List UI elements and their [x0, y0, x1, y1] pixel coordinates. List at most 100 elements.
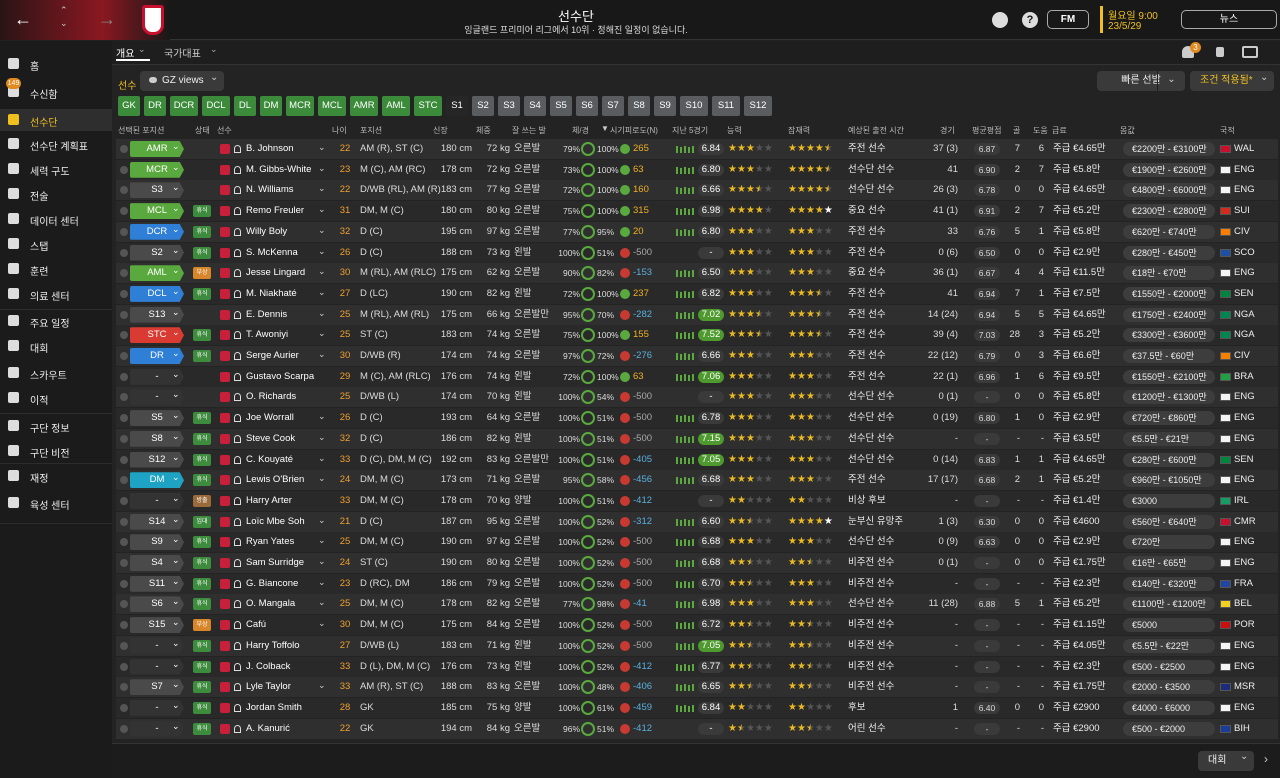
column-header[interactable]: 포지션: [360, 126, 383, 135]
position-filter[interactable]: AMR: [350, 96, 378, 116]
position-filter[interactable]: MCL: [318, 96, 346, 116]
column-header[interactable]: 신장: [433, 126, 448, 135]
forward-button[interactable]: →: [98, 9, 116, 29]
column-header[interactable]: 골: [1013, 126, 1021, 135]
nav-item[interactable]: 대회: [0, 335, 112, 357]
column-header[interactable]: 경기: [940, 126, 955, 135]
layout-icon[interactable]: [1242, 46, 1258, 58]
position-filter[interactable]: DCL: [202, 96, 230, 116]
player-row[interactable]: S4 ⌄ 휴식 Sam Surridge ⌄ 24 ST (C) 190 cm 80 kg 오른발…: [116, 553, 1278, 573]
position-filter[interactable]: S1: [446, 96, 468, 116]
nav-item[interactable]: 스카우트: [0, 362, 112, 384]
position-filter[interactable]: S6: [576, 96, 598, 116]
position-filter[interactable]: S8: [628, 96, 650, 116]
player-row[interactable]: - ⌄ 휴식 A. Kanurić 22 GK 194 cm 84 kg 오른발 96% 51% -4…: [116, 718, 1278, 739]
position-filter[interactable]: S5: [550, 96, 572, 116]
nav-item[interactable]: 훈련: [0, 258, 112, 280]
player-row[interactable]: DCL ⌄ 휴식 M. Niakhaté ⌄ 27 D (LC) 190 cm 82 kg 왼발 7…: [116, 283, 1278, 304]
position-filter[interactable]: S12: [744, 96, 772, 116]
player-row[interactable]: S12 ⌄ 휴식 C. Kouyaté ⌄ 33 D (C), DM, M (C) 192 c…: [116, 449, 1278, 470]
nav-item[interactable]: 의료 센터: [0, 283, 112, 305]
scroll-arrows[interactable]: ⌃ ⌄: [60, 5, 68, 28]
nav-item[interactable]: 데이터 센터: [0, 208, 112, 230]
position-filter[interactable]: S4: [524, 96, 546, 116]
nav-item[interactable]: 스탭: [0, 233, 112, 255]
player-row[interactable]: MCR ⌄ M. Gibbs-White ⌄ 23 M (C), AM (RC) 178 c…: [116, 159, 1278, 180]
player-row[interactable]: S14 ⌄ 임대 Loïc Mbe Soh ⌄ 21 D (C) 187 cm 95 kg 오른발…: [116, 511, 1278, 532]
column-header[interactable]: 급료: [1052, 126, 1067, 135]
position-filter[interactable]: STC: [414, 96, 442, 116]
position-filter[interactable]: AML: [382, 96, 410, 116]
player-row[interactable]: S11 ⌄ 휴식 G. Biancone ⌄ 23 D (RC), DM 186 cm 79 k…: [116, 573, 1278, 594]
player-row[interactable]: S2 ⌄ 휴식 S. McKenna ⌄ 26 D (C) 188 cm 73 kg 왼발 100%…: [116, 242, 1278, 263]
player-row[interactable]: MCL ⌄ 휴식 Remo Freuler ⌄ 31 DM, M (C) 180 cm 80 k…: [116, 201, 1278, 222]
lock-icon[interactable]: [1216, 47, 1224, 57]
player-row[interactable]: - ⌄ 방출 Harry Arter 33 DM, M (C) 178 cm 70 kg 양발 1…: [116, 490, 1278, 511]
nav-item[interactable]: 선수단: [0, 109, 112, 131]
view-dropdown[interactable]: GZ views: [140, 71, 224, 91]
nav-item[interactable]: 선수단 계획표: [0, 133, 112, 155]
player-row[interactable]: - ⌄ 휴식 J. Colback 33 D (L), DM, M (C) 176 cm 73…: [116, 656, 1278, 677]
back-button[interactable]: ←: [14, 9, 32, 29]
nav-item[interactable]: 구단 비전: [0, 440, 112, 462]
nav-item[interactable]: 재정: [0, 465, 112, 487]
player-row[interactable]: AML ⌄ 부상 Jesse Lingard ⌄ 30 M (RL), AM (RLC) 17…: [116, 263, 1278, 284]
column-header[interactable]: 시기피로도(N): [610, 126, 658, 135]
column-header[interactable]: 나이: [332, 126, 347, 135]
nav-item[interactable]: 수신함 149: [0, 78, 112, 103]
column-header[interactable]: 지난 5경기: [672, 126, 709, 135]
position-filter[interactable]: DL: [234, 96, 256, 116]
column-header[interactable]: 선택된 포지션: [118, 126, 165, 135]
competition-button[interactable]: 대회: [1198, 751, 1254, 771]
position-filter[interactable]: S10: [680, 96, 708, 116]
position-filter[interactable]: S2: [472, 96, 494, 116]
player-row[interactable]: - ⌄ O. Richards 25 D/WB (L) 174 cm 70 kg 왼발 100%…: [116, 387, 1278, 408]
player-row[interactable]: DM ⌄ 휴식 Lewis O'Brien ⌄ 24 DM, M (C) 173 cm 71 k…: [116, 470, 1278, 491]
column-header[interactable]: 몸값: [1120, 126, 1135, 135]
nav-item[interactable]: 육성 센터: [0, 492, 112, 514]
player-row[interactable]: S3 ⌄ N. Williams ⌄ 22 D/WB (RL), AM (R) 183 cm…: [116, 180, 1278, 201]
column-header[interactable]: 도움: [1033, 126, 1048, 135]
column-header[interactable]: 예상된 출전 시간: [848, 126, 904, 135]
next-arrow[interactable]: ›: [1264, 752, 1268, 766]
player-row[interactable]: S15 ⌄ 부상 Cafú ⌄ 30 DM, M (C) 175 cm 84 kg 오른발 100%…: [116, 615, 1278, 636]
column-header[interactable]: 잘 쓰는 발: [512, 126, 546, 135]
globe-icon[interactable]: [992, 12, 1008, 28]
player-row[interactable]: S8 ⌄ 휴식 Steve Cook ⌄ 32 D (C) 186 cm 82 kg 왼발 100%…: [116, 428, 1278, 449]
nav-item[interactable]: 홈: [0, 53, 112, 75]
position-filter[interactable]: DM: [260, 96, 282, 116]
nav-item[interactable]: 주요 일정: [0, 310, 112, 332]
fm-button[interactable]: FM: [1047, 10, 1089, 29]
player-row[interactable]: STC ⌄ 휴식 T. Awoniyi ⌄ 25 ST (C) 183 cm 74 kg 오른발 7…: [116, 325, 1278, 346]
help-icon[interactable]: ?: [1022, 12, 1038, 28]
position-filter[interactable]: DCR: [170, 96, 198, 116]
position-filter[interactable]: MCR: [286, 96, 314, 116]
position-filter[interactable]: S9: [654, 96, 676, 116]
player-row[interactable]: - ⌄ 휴식 Harry Toffolo 27 D/WB (L) 183 cm 71 kg 왼발…: [116, 635, 1278, 656]
column-header[interactable]: 체중: [476, 126, 491, 135]
position-filter[interactable]: GK: [118, 96, 140, 116]
player-row[interactable]: S6 ⌄ 휴식 O. Mangala ⌄ 25 DM, M (C) 178 cm 82 kg 오른…: [116, 594, 1278, 615]
column-header[interactable]: 선수: [217, 126, 232, 135]
nav-item[interactable]: 구단 정보: [0, 415, 112, 437]
nav-item[interactable]: 세력 구도: [0, 158, 112, 180]
player-row[interactable]: DR ⌄ 휴식 Serge Aurier ⌄ 30 D/WB (R) 174 cm 74 kg 오…: [116, 346, 1278, 366]
nav-item[interactable]: 전술: [0, 183, 112, 205]
column-header[interactable]: 평균평점: [972, 126, 1002, 135]
player-row[interactable]: - ⌄ Gustavo Scarpa 29 M (C), AM (RLC) 176 cm 7…: [116, 366, 1278, 387]
column-header[interactable]: 국적: [1220, 126, 1235, 135]
column-header[interactable]: 체/경: [572, 126, 589, 135]
column-header[interactable]: 상태: [195, 126, 210, 135]
tab[interactable]: 개요: [116, 45, 150, 61]
player-row[interactable]: S5 ⌄ 휴식 Joe Worrall ⌄ 26 D (C) 193 cm 64 kg 오른발 10…: [116, 408, 1278, 429]
news-button[interactable]: 뉴스: [1181, 10, 1277, 29]
filter-button[interactable]: 조건 적용됨*: [1190, 71, 1274, 91]
column-header[interactable]: 능력: [727, 126, 742, 135]
player-row[interactable]: DCR ⌄ 휴식 Willy Boly ⌄ 32 D (C) 195 cm 97 kg 오른발 77…: [116, 221, 1278, 242]
quick-pick-button[interactable]: 빠른 선발: [1097, 71, 1185, 91]
player-row[interactable]: S13 ⌄ E. Dennis ⌄ 25 M (RL), AM (RL) 175 cm 66 …: [116, 304, 1278, 325]
tab[interactable]: 국가대표: [164, 49, 201, 60]
quick-pick-chevron[interactable]: ⌄: [1157, 71, 1185, 91]
nav-item[interactable]: 이적: [0, 387, 112, 409]
player-row[interactable]: S9 ⌄ 휴식 Ryan Yates ⌄ 25 DM, M (C) 190 cm 97 kg 오른…: [116, 532, 1278, 553]
